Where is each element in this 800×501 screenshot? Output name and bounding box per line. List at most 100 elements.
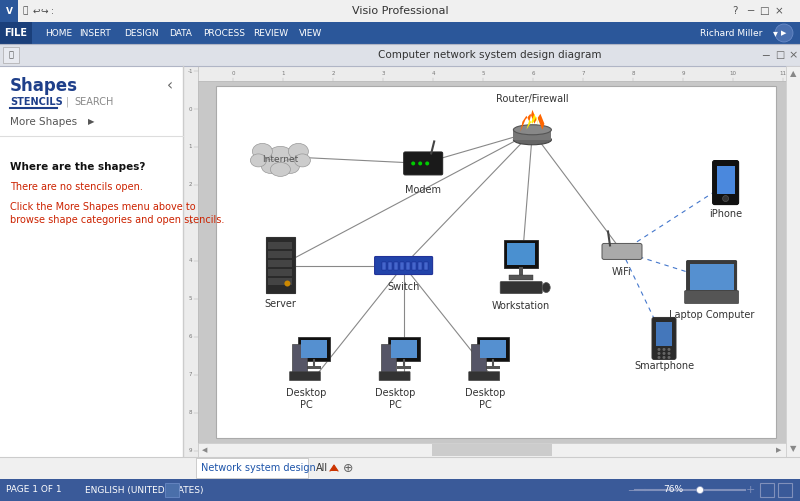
Circle shape	[411, 161, 415, 165]
Text: Workstation: Workstation	[492, 301, 550, 311]
Bar	[406, 262, 410, 270]
Text: 3: 3	[382, 71, 385, 76]
Text: 4: 4	[431, 71, 434, 76]
Text: ×: ×	[774, 6, 783, 16]
Text: 9: 9	[682, 71, 685, 76]
Circle shape	[667, 352, 670, 355]
FancyBboxPatch shape	[291, 344, 306, 373]
Polygon shape	[520, 110, 544, 132]
Text: 76%: 76%	[663, 485, 683, 494]
Circle shape	[775, 24, 793, 42]
FancyBboxPatch shape	[500, 282, 542, 294]
Bar	[778, 483, 792, 497]
Text: Desktop
PC: Desktop PC	[286, 388, 326, 410]
Text: Computer network system design diagram: Computer network system design diagram	[378, 50, 602, 60]
FancyBboxPatch shape	[652, 318, 676, 359]
Circle shape	[658, 348, 661, 351]
FancyBboxPatch shape	[477, 337, 509, 361]
FancyBboxPatch shape	[469, 372, 500, 381]
Bar	[690, 264, 734, 290]
Text: 0: 0	[231, 71, 234, 76]
Bar	[0, 479, 800, 501]
Text: REVIEW: REVIEW	[254, 29, 289, 38]
Text: ▶: ▶	[782, 30, 786, 36]
Bar	[0, 0, 18, 22]
Bar	[0, 44, 800, 66]
Ellipse shape	[253, 143, 272, 159]
Bar	[268, 241, 293, 248]
Circle shape	[658, 356, 661, 359]
Text: 7: 7	[582, 71, 585, 76]
Ellipse shape	[267, 146, 294, 166]
Text: ×: ×	[788, 50, 798, 60]
Text: 0: 0	[188, 107, 192, 112]
Text: 1: 1	[188, 144, 192, 149]
FancyBboxPatch shape	[379, 372, 410, 381]
Bar	[198, 81, 786, 457]
Text: More Shapes: More Shapes	[10, 117, 77, 127]
Ellipse shape	[250, 154, 266, 167]
Bar	[656, 323, 672, 346]
Bar	[165, 483, 179, 497]
Bar	[412, 262, 416, 270]
Bar	[424, 262, 428, 270]
Ellipse shape	[270, 162, 290, 176]
Circle shape	[285, 281, 290, 287]
FancyBboxPatch shape	[290, 372, 321, 381]
Text: 8: 8	[631, 71, 634, 76]
Circle shape	[658, 352, 661, 355]
Text: iPhone: iPhone	[709, 208, 742, 218]
FancyBboxPatch shape	[686, 261, 737, 293]
Bar	[510, 275, 534, 280]
Ellipse shape	[542, 283, 550, 293]
Bar	[3, 47, 19, 63]
Bar	[486, 366, 500, 369]
Bar	[0, 0, 800, 22]
Text: Internet: Internet	[262, 155, 298, 164]
Text: ─: ─	[747, 6, 753, 16]
Bar	[760, 483, 774, 497]
Text: Click the More Shapes menu above to: Click the More Shapes menu above to	[10, 202, 196, 212]
Text: Laptop Computer: Laptop Computer	[669, 310, 754, 320]
Bar	[198, 443, 786, 457]
FancyBboxPatch shape	[602, 243, 642, 260]
Circle shape	[426, 161, 429, 165]
Text: VIEW: VIEW	[298, 29, 322, 38]
Ellipse shape	[514, 125, 551, 135]
Text: Desktop
PC: Desktop PC	[465, 388, 506, 410]
Text: Switch: Switch	[387, 282, 420, 292]
Text: INSERT: INSERT	[79, 29, 110, 38]
Text: HOME: HOME	[45, 29, 72, 38]
FancyBboxPatch shape	[504, 239, 538, 268]
Circle shape	[697, 486, 703, 493]
Text: WiFi: WiFi	[612, 268, 632, 278]
Bar	[400, 262, 404, 270]
Bar	[301, 340, 327, 358]
Ellipse shape	[514, 135, 551, 145]
Text: 2: 2	[331, 71, 334, 76]
Text: ENGLISH (UNITED STATES): ENGLISH (UNITED STATES)	[85, 485, 203, 494]
Text: ▲: ▲	[790, 70, 796, 79]
Text: 6: 6	[188, 335, 192, 340]
Text: ─: ─	[762, 50, 770, 60]
Text: Shapes: Shapes	[10, 77, 78, 95]
Text: Router/Firewall: Router/Firewall	[496, 94, 569, 104]
FancyBboxPatch shape	[388, 337, 420, 361]
Bar	[268, 278, 293, 285]
Text: browse shape categories and open stencils.: browse shape categories and open stencil…	[10, 215, 224, 225]
Bar	[0, 66, 183, 457]
Text: 4: 4	[188, 259, 192, 264]
Text: 2: 2	[188, 182, 192, 187]
Bar	[196, 458, 308, 478]
Text: -1: -1	[187, 69, 193, 74]
Text: 5: 5	[482, 71, 485, 76]
Bar	[268, 250, 293, 258]
Text: PROCESS: PROCESS	[203, 29, 245, 38]
Text: ▶: ▶	[776, 447, 782, 453]
Text: ⊕: ⊕	[343, 461, 354, 474]
Text: 10: 10	[730, 71, 737, 76]
Circle shape	[662, 352, 666, 355]
FancyBboxPatch shape	[298, 337, 330, 361]
Text: :: :	[50, 7, 54, 16]
Text: DATA: DATA	[169, 29, 192, 38]
